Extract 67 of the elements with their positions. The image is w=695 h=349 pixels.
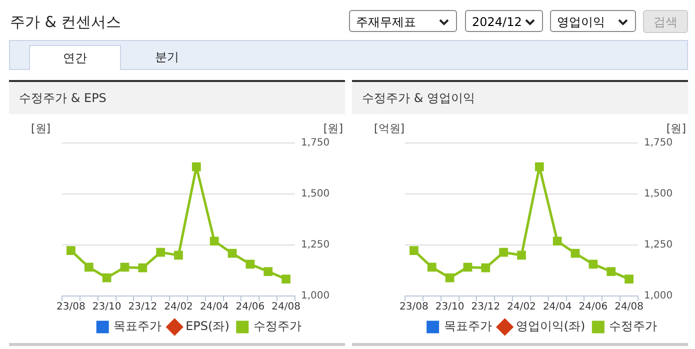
x-tick-label: 24/04 [542, 302, 572, 313]
point [499, 248, 508, 257]
text: 영업이익 [557, 15, 605, 29]
y2-axis-title: [원] [323, 122, 343, 135]
point [156, 248, 166, 257]
x-tick-label: 24/08 [272, 302, 300, 313]
legend-label: 목표주가 [444, 319, 492, 334]
y2-tick-label: 1,750 [301, 138, 330, 149]
y2-tick-label: 1,250 [644, 240, 673, 251]
point [66, 246, 76, 255]
point [246, 260, 255, 269]
point [445, 273, 454, 282]
point [102, 273, 112, 282]
y-axis-title: [원] [31, 122, 51, 135]
point [427, 262, 436, 272]
chart-title: 수정주가 & EPS [19, 90, 106, 107]
x-tick-label: 23/08 [400, 302, 428, 313]
text: 검색 [643, 10, 688, 33]
text: 주재무제표 [356, 15, 416, 29]
legend-label: 수정주가 [253, 319, 302, 334]
point [517, 250, 526, 260]
point [210, 236, 219, 246]
point [534, 162, 544, 172]
point [264, 267, 273, 276]
point [282, 274, 290, 284]
point [228, 248, 237, 258]
x-tick-label: 24/06 [236, 302, 265, 313]
text: 분기 [154, 49, 180, 66]
text: 2024/12 [472, 15, 522, 29]
point [624, 274, 634, 284]
x-tick-label: 23/12 [471, 302, 500, 313]
point [552, 236, 562, 246]
legend-label: 영업이익(좌) [516, 319, 586, 334]
legend-label: EPS(좌) [186, 319, 230, 334]
text: 연간 [29, 45, 121, 70]
y2-tick-label: 1,500 [301, 188, 330, 200]
x-tick-label: 24/08 [614, 302, 644, 313]
y2-tick-label: 1,250 [301, 240, 330, 251]
legend-label: 수정주가 [609, 319, 658, 334]
x-tick-label: 23/10 [435, 302, 464, 313]
x-tick-label: 24/06 [578, 302, 608, 313]
x-tick-label: 24/04 [200, 302, 229, 313]
y-axis-title: [억원] [374, 122, 405, 135]
point [192, 162, 201, 172]
y2-axis-title: [원] [666, 122, 686, 135]
point [120, 262, 130, 272]
point [463, 262, 472, 272]
point [174, 250, 183, 260]
point [588, 260, 598, 269]
point [606, 267, 616, 276]
point [410, 246, 418, 255]
y2-tick-label: 1,000 [301, 290, 330, 302]
point [138, 263, 148, 272]
legend-label: 목표주가 [114, 319, 162, 334]
x-tick-label: 23/12 [128, 302, 158, 313]
x-tick-label: 24/02 [164, 302, 193, 313]
x-tick-label: 24/02 [507, 302, 536, 313]
y2-tick-label: 1,500 [644, 188, 673, 200]
point [481, 263, 490, 272]
point [570, 248, 580, 258]
x-tick-label: 23/08 [56, 302, 86, 313]
x-tick-label: 23/10 [92, 302, 122, 313]
y2-tick-label: 1,000 [644, 290, 673, 302]
text: 주가 & 컨센서스 [10, 13, 122, 32]
y2-tick-label: 1,750 [644, 138, 673, 149]
chart-title: 수정주가 & 영업이익 [362, 90, 475, 107]
point [84, 262, 94, 272]
